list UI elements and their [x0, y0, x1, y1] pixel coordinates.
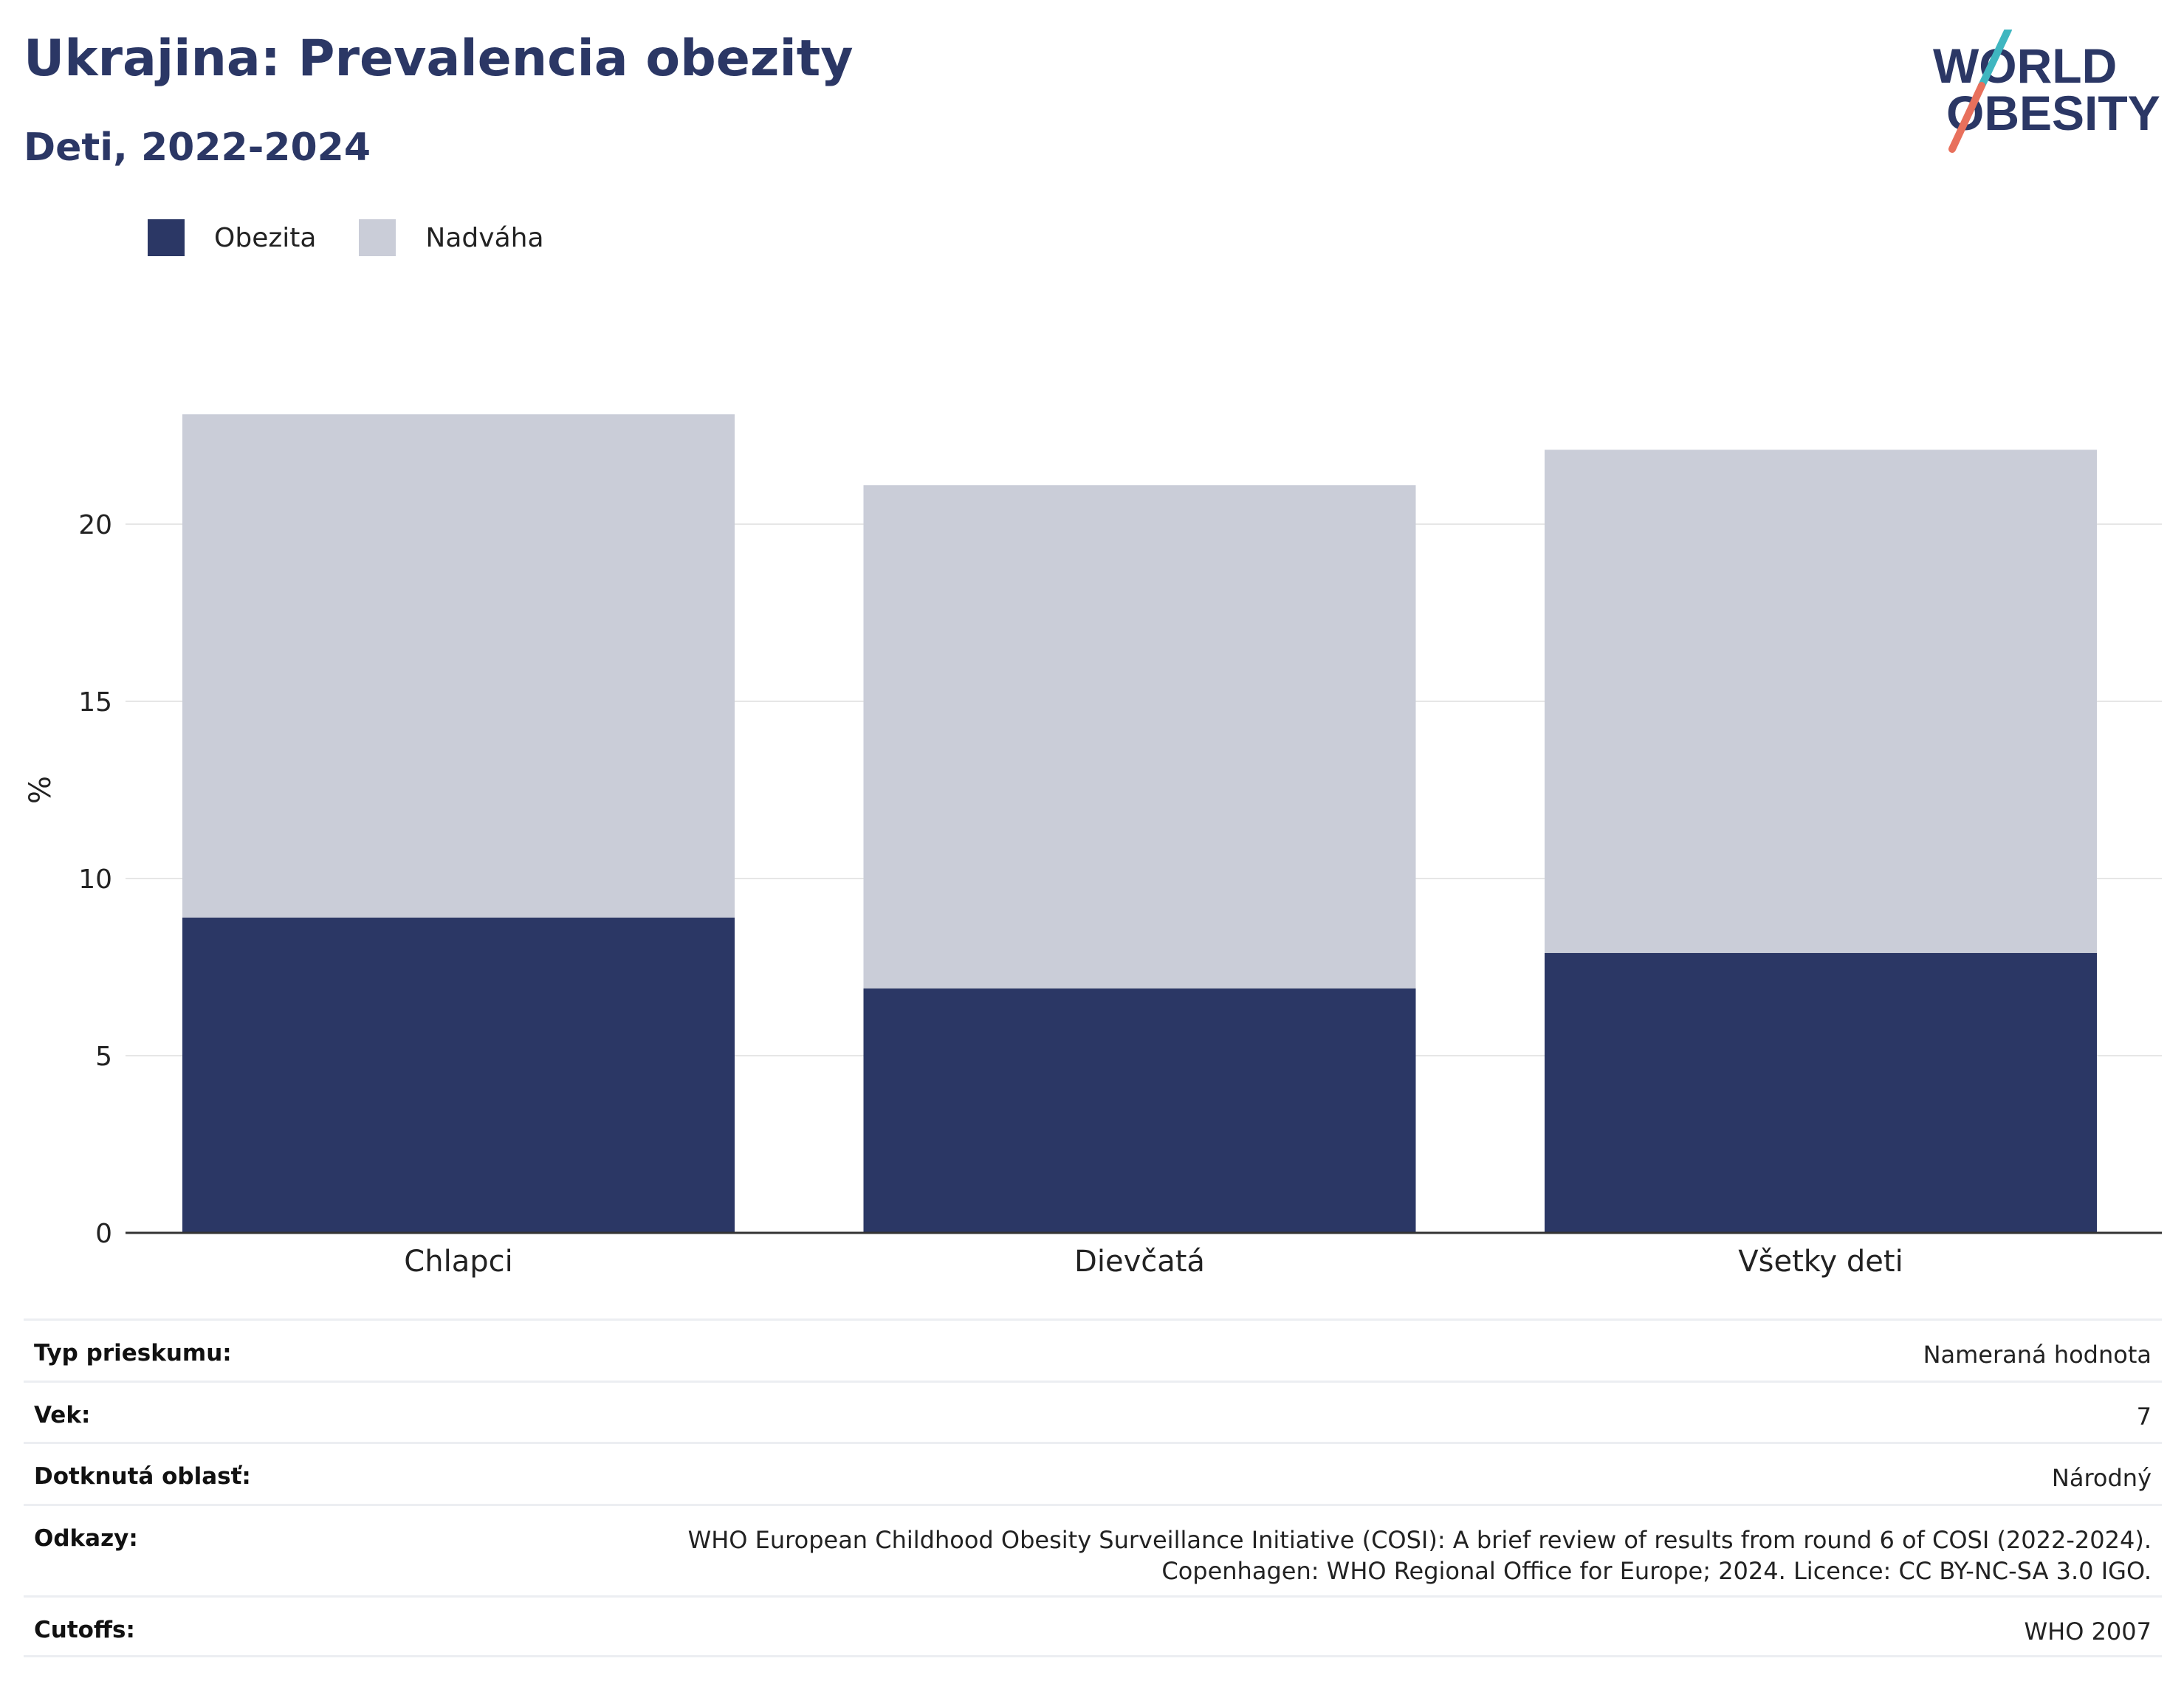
bar-obezita — [863, 988, 1416, 1233]
y-tick-label: 10 — [78, 864, 112, 895]
y-axis-label: % — [24, 776, 58, 804]
logo-slash-teal — [1978, 30, 2012, 89]
bar-chart: 0 5 10 15 20% Chlapci Dievčatá Všetky deti — [24, 414, 2162, 1279]
page-subtitle: Deti, 2022-2024 — [24, 126, 371, 170]
info-label: Vek: — [34, 1402, 91, 1428]
info-value-line: Národný — [2051, 1464, 2152, 1492]
info-value-line: Copenhagen: WHO Regional Office for Euro… — [1161, 1556, 2152, 1585]
bar-nadváha — [182, 414, 735, 918]
y-tick-label: 20 — [78, 510, 112, 540]
legend-item-obezita: Obezita — [148, 219, 316, 256]
info-row-cutoffs: Cutoffs: WHO 2007 — [24, 1595, 2162, 1657]
info-label: Typ prieskumu: — [34, 1340, 232, 1366]
legend-swatch-obezita — [148, 219, 185, 256]
info-value: Nameraná hodnota — [1923, 1340, 2152, 1371]
bar-obezita — [182, 917, 735, 1233]
info-value-line: 7 — [2136, 1403, 2152, 1431]
y-tick-label: 15 — [78, 687, 112, 718]
legend-label-obezita: Obezita — [214, 222, 317, 253]
logo-line-world: WORLD — [1933, 38, 2117, 93]
info-value: 7 — [2137, 1402, 2152, 1433]
info-row-survey-type: Typ prieskumu: Nameraná hodnota — [24, 1318, 2162, 1381]
info-row-references: Odkazy: WHO European Childhood Obesity S… — [24, 1504, 2162, 1595]
world-obesity-logo: WORLD OBESITY — [1933, 30, 2160, 153]
legend-item-nadvaha: Nadváha — [359, 219, 544, 256]
legend-swatch-nadvaha — [359, 219, 396, 256]
info-label: Odkazy: — [34, 1525, 138, 1552]
x-tick-label: Dievčatá — [1074, 1245, 1205, 1279]
bar-nadváha — [1545, 450, 2097, 953]
info-value-line: WHO European Childhood Obesity Surveilla… — [687, 1526, 2152, 1554]
info-value: Národný — [2052, 1463, 2152, 1494]
legend-label-nadvaha: Nadváha — [425, 222, 544, 253]
logo-line-obesity: OBESITY — [1946, 86, 2160, 140]
info-row-area: Dotknutá oblasť: Národný — [24, 1442, 2162, 1504]
info-value: WHO European Childhood Obesity Surveilla… — [688, 1525, 2152, 1586]
y-tick-label: 5 — [95, 1042, 112, 1072]
bar-nadváha — [863, 485, 1416, 989]
y-tick-label: 0 — [95, 1219, 112, 1249]
info-table: Typ prieskumu: Nameraná hodnota Vek: 7 D… — [24, 1318, 2162, 1657]
page-title: Ukrajina: Prevalencia obezity — [24, 30, 854, 88]
info-label: Dotknutá oblasť: — [34, 1463, 251, 1490]
x-tick-label: Všetky deti — [1738, 1245, 1903, 1279]
info-value-line: WHO 2007 — [2024, 1617, 2152, 1646]
x-tick-label: Chlapci — [404, 1245, 512, 1279]
logo-slash-coral — [1948, 82, 1985, 153]
info-label: Cutoffs: — [34, 1617, 135, 1643]
info-row-age: Vek: 7 — [24, 1381, 2162, 1442]
chart-legend: Obezita Nadváha — [148, 219, 587, 257]
info-value-line: Nameraná hodnota — [1923, 1341, 2152, 1369]
info-value: WHO 2007 — [2025, 1617, 2152, 1648]
bar-obezita — [1545, 952, 2097, 1233]
